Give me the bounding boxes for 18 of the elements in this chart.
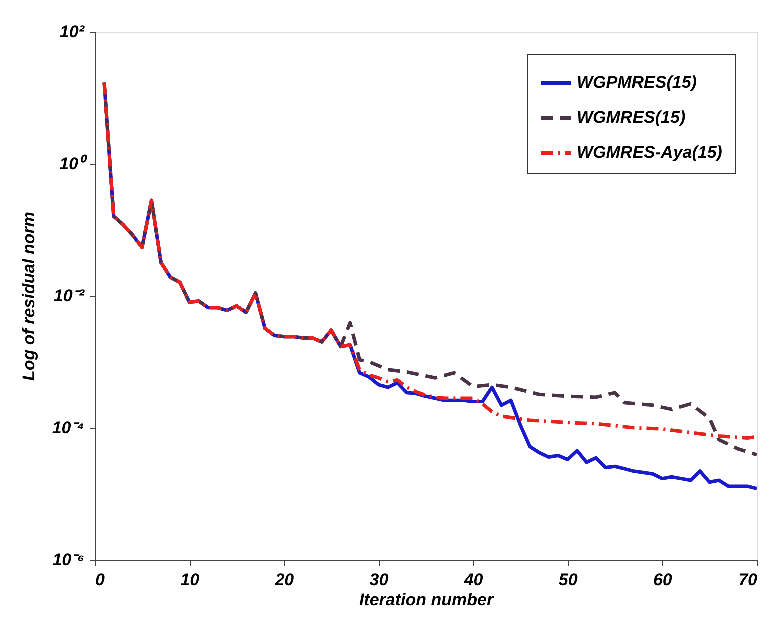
x-tick-label: 40 (463, 570, 484, 590)
x-tick-label: 30 (370, 570, 390, 590)
legend-label: WGPMRES(15) (577, 73, 698, 92)
x-tick-label: 70 (738, 570, 758, 590)
y-tick-label: 10⁰ (60, 154, 88, 174)
y-tick-label: 10⁻⁴ (52, 418, 84, 438)
legend-label: WGMRES-Aya(15) (577, 143, 723, 162)
y-axis-title: Log of residual norm (19, 212, 38, 382)
x-tick-label: 20 (274, 570, 295, 590)
x-tick-label: 0 (96, 570, 106, 590)
y-tick-label: 10⁻⁶ (52, 550, 85, 570)
x-tick-label: 10 (180, 570, 200, 590)
y-tick-label: 10⁻² (54, 286, 86, 306)
y-tick-label: 10² (60, 22, 86, 42)
legend-label: WGMRES(15) (577, 108, 686, 127)
x-tick-label: 50 (558, 570, 578, 590)
x-tick-label: 60 (653, 570, 673, 590)
x-axis-title: Iteration number (359, 590, 495, 610)
